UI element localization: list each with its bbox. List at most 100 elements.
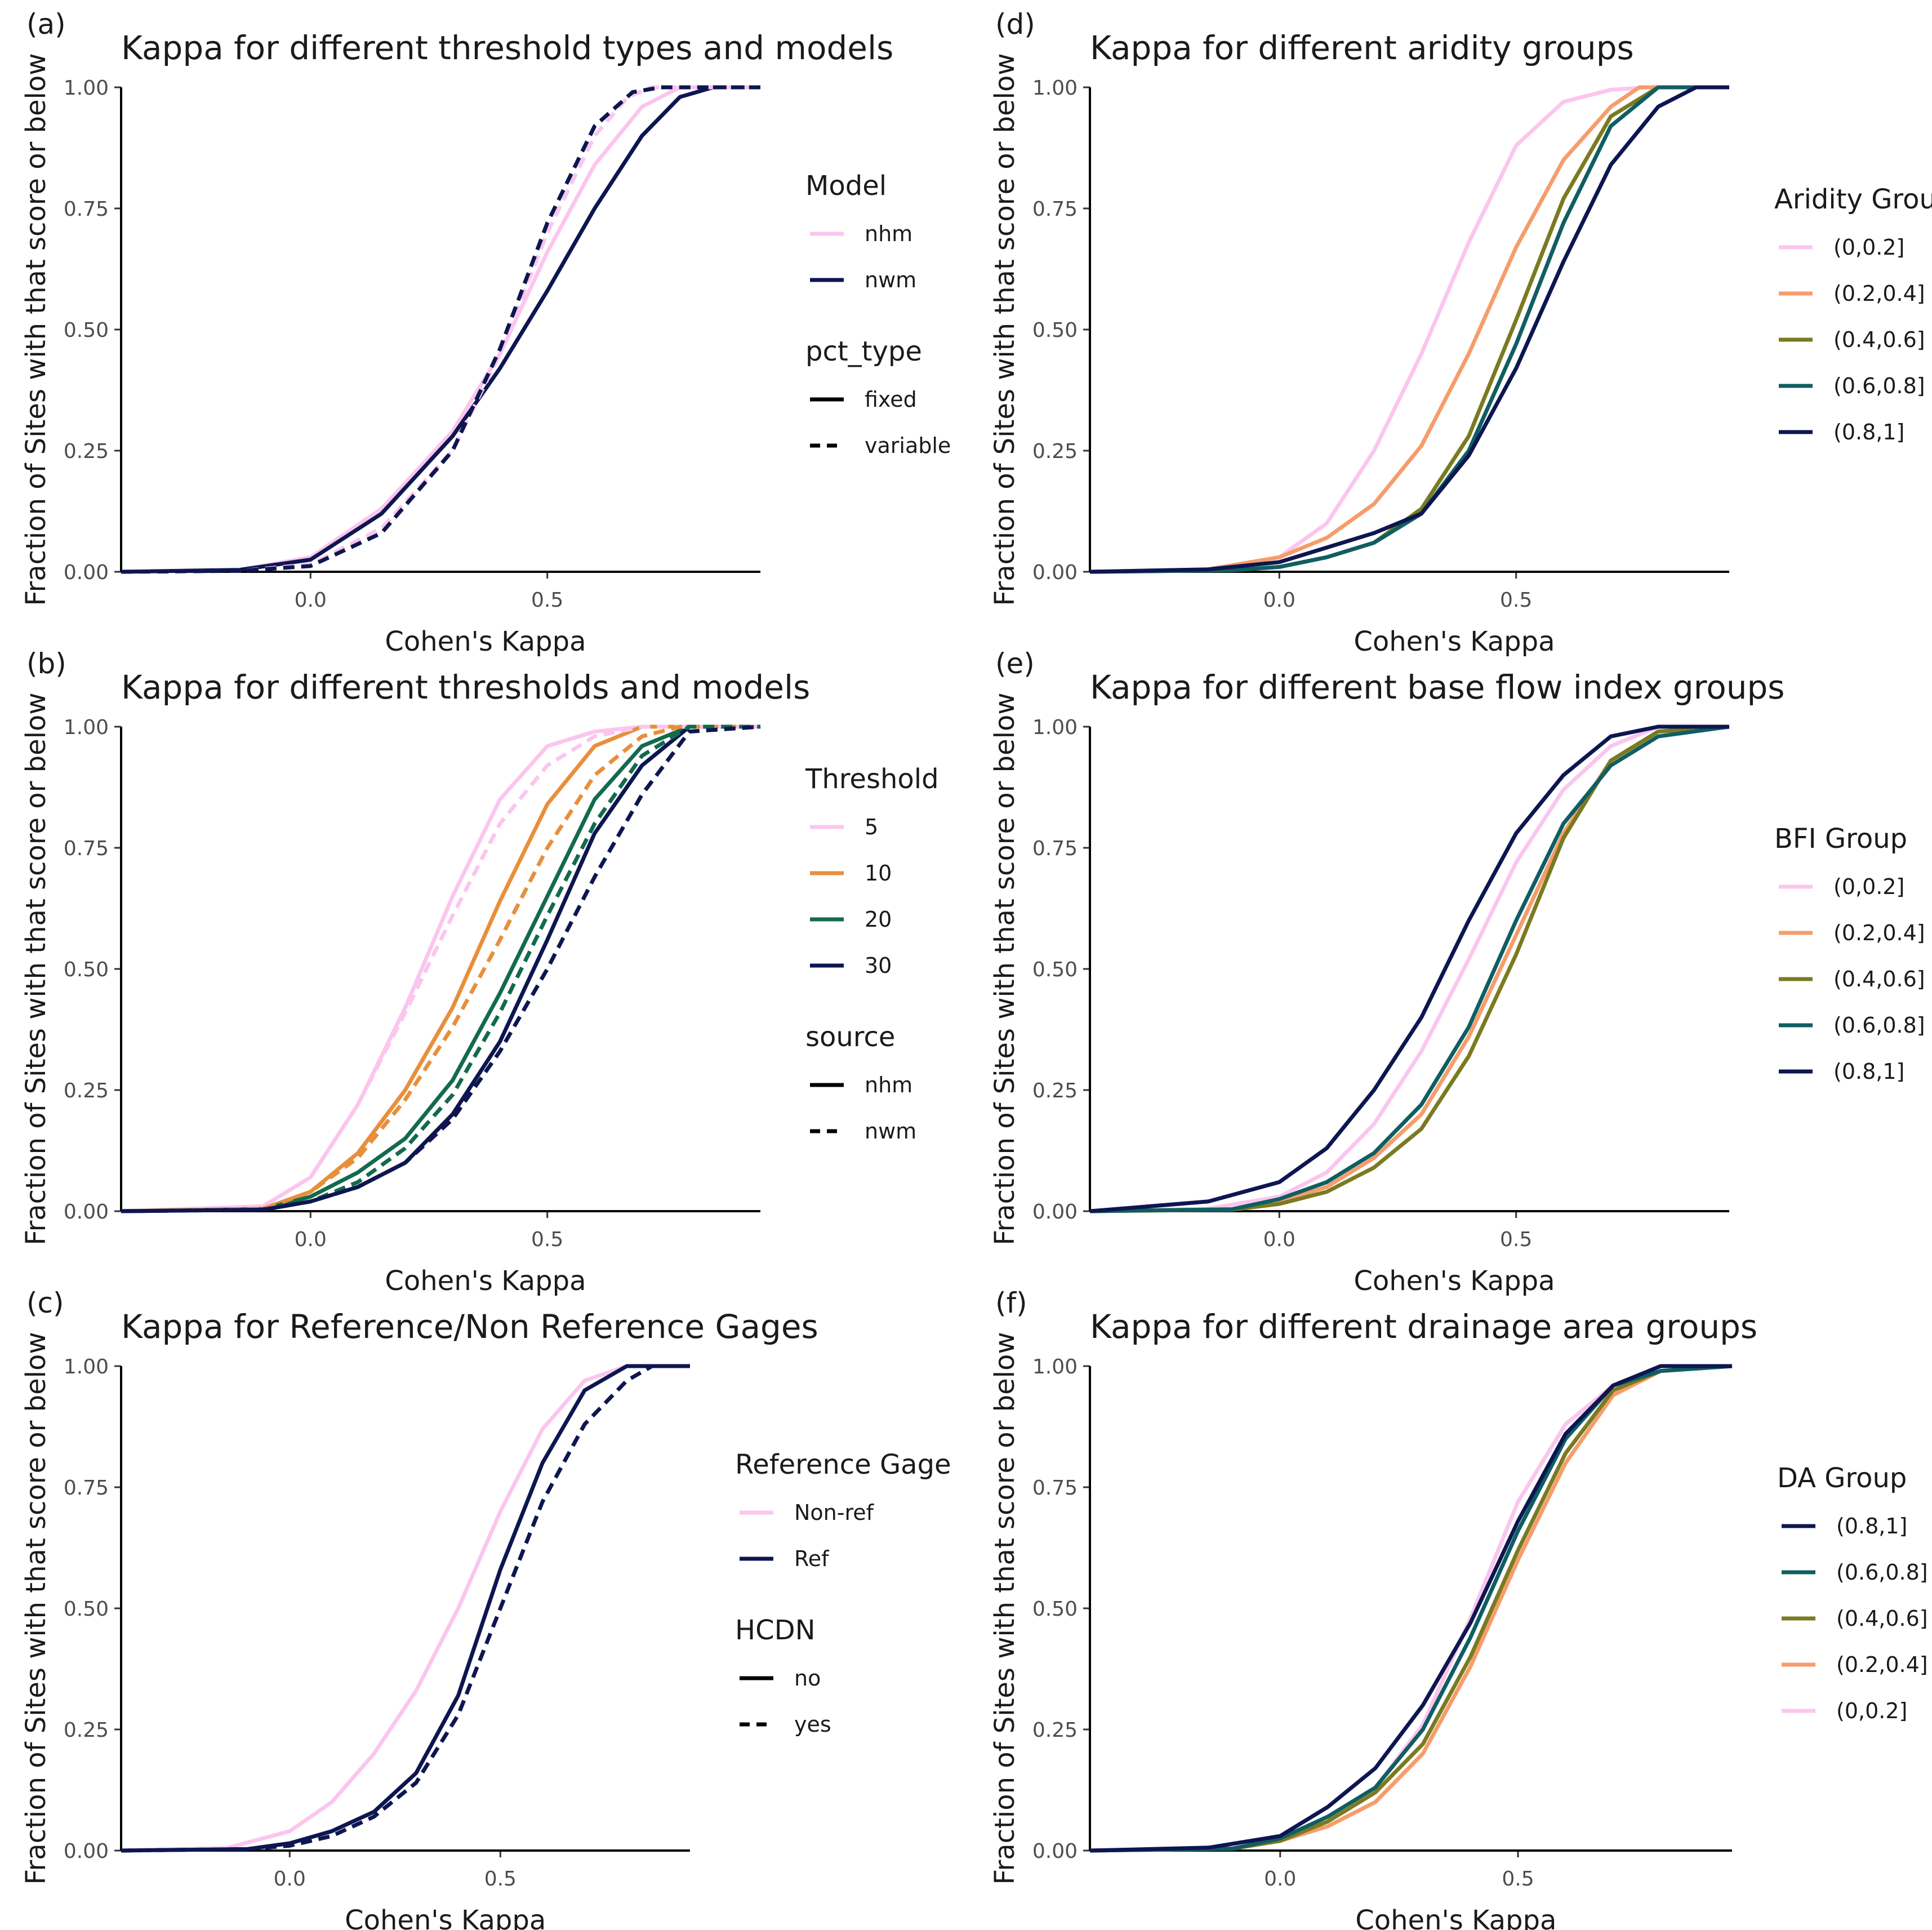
chart-title: Kappa for different drainage area groups [1090,1308,1757,1346]
series-line-0-4-0-6 [1089,724,1730,1213]
series-line-0-0-2 [1089,724,1729,1213]
legend-title: source [805,1021,895,1053]
series-line-0-6-0-8 [1089,724,1730,1213]
x-tick-label: 0.5 [531,1228,563,1251]
legend-label: variable [865,433,951,458]
y-tick-label: 0.00 [1032,1200,1078,1224]
legend-label: Non-ref [794,1500,875,1525]
legend-label: (0.8,1] [1833,1059,1904,1084]
y-axis-label: Fraction of Sites with that score or bel… [989,1332,1021,1884]
series-line-10-nwm [121,724,760,1213]
legend-label: (0.6,0.8] [1836,1560,1928,1585]
legend-label: (0.4,0.6] [1836,1606,1928,1631]
legend-source: source nhm nwm [805,1021,916,1144]
legend-label: fixed [865,387,917,412]
x-tick-label: 0.0 [295,589,327,612]
legend-label: (0,0.2] [1833,235,1904,260]
y-tick-label: 0.25 [64,1079,109,1102]
legend-title: BFI Group [1774,823,1907,855]
x-tick-label: 0.5 [1500,589,1532,612]
y-tick-label: 0.00 [64,1840,109,1863]
legend-label: (0,0.2] [1833,874,1904,899]
series-line-non-ref-no [121,1364,690,1853]
series-line-0-4-0-6 [1089,1364,1733,1853]
y-tick-label: 0.75 [1032,198,1078,221]
legend-model: Model nhm nwm [805,170,916,292]
legend-label: (0.6,0.8] [1833,1013,1925,1038]
y-tick-label: 0.50 [1032,958,1078,981]
legend-label: (0,0.2] [1836,1698,1907,1723]
series-line-10-nhm [121,724,760,1213]
y-tick-label: 0.25 [64,440,109,463]
y-tick-label: 0.00 [64,1200,109,1224]
y-axis-label: Fraction of Sites with that score or bel… [989,692,1021,1245]
legend-label: (0.2,0.4] [1833,920,1925,945]
series-line-ref-yes [121,1364,690,1853]
x-tick-label: 0.0 [1263,589,1296,612]
legend-label: (0.8,1] [1833,420,1904,444]
x-tick-label: 0.5 [484,1867,517,1891]
chart-panel-c: (c) Kappa for Reference/Non Reference Gag… [20,1287,951,1930]
y-tick-label: 0.75 [64,198,109,221]
panel-label: (e) [995,647,1035,680]
series-line-0-2-0-4 [1089,85,1729,574]
series-line-nhm-variable [121,85,760,574]
series-line-nwm-fixed [121,85,760,574]
y-tick-label: 1.00 [1032,1355,1078,1378]
legend-label: no [794,1666,821,1691]
legend-threshold: Threshold 5 10 20 30 [805,763,939,978]
x-tick-label: 0.0 [1264,1867,1296,1891]
y-axis-label: Fraction of Sites with that score or bel… [20,1332,52,1884]
series-line-0-6-0-8 [1089,1364,1733,1853]
x-axis-label: Cohen's Kappa [1355,1905,1556,1930]
y-tick-label: 0.50 [1032,319,1078,342]
y-axis-label: Fraction of Sites with that score or bel… [20,53,52,606]
y-tick-label: 0.00 [1032,1840,1078,1863]
legend-label: 5 [865,815,878,839]
series-line-30-nhm [121,724,760,1213]
panel-label: (f) [995,1287,1027,1319]
chart-title: Kappa for different base flow index grou… [1090,668,1785,706]
legend-label: 10 [865,861,892,886]
y-tick-label: 0.50 [64,958,109,981]
x-axis-label: Cohen's Kappa [1354,1265,1555,1297]
chart-panel-f: (f) Kappa for different drainage area gro… [989,1287,1928,1930]
legend-title: HCDN [735,1615,815,1646]
legend-label: (0.4,0.6] [1833,327,1925,352]
y-tick-label: 0.25 [1032,1079,1078,1102]
legend-title: Threshold [805,763,939,795]
y-tick-label: 1.00 [64,716,109,739]
legend-title: Aridity Group [1774,184,1932,215]
legend-label: (0.6,0.8] [1833,373,1925,398]
legend-aridity-group: Aridity Group (0,0.2] (0.2,0.4] (0.4,0.6] (0… [1774,184,1932,444]
y-tick-label: 0.75 [64,1477,109,1500]
y-tick-label: 0.75 [1032,837,1078,860]
series-line-0-0-2 [1089,1364,1732,1853]
x-axis-label: Cohen's Kappa [1354,626,1555,657]
y-tick-label: 1.00 [1032,716,1078,739]
y-tick-label: 0.50 [64,319,109,342]
x-axis-label: Cohen's Kappa [385,626,586,657]
legend-title: pct_type [805,336,922,367]
x-tick-label: 0.5 [1502,1867,1534,1891]
series-line-0-8-1 [1089,724,1729,1213]
x-tick-label: 0.5 [1500,1228,1532,1251]
legend-label: nwm [865,1119,916,1144]
y-axis-label: Fraction of Sites with that score or bel… [989,53,1021,606]
legend-da-group: DA Group (0.8,1] (0.6,0.8] (0.4,0.6] (0.2,0.… [1777,1462,1928,1723]
series-line-0-4-0-6 [1089,85,1729,574]
legend-label: nhm [865,221,912,246]
y-tick-label: 0.25 [1032,1719,1078,1742]
y-tick-label: 0.25 [64,1719,109,1742]
chart-panel-a: (a) Kappa for different threshold types a… [20,8,951,657]
y-tick-label: 0.50 [1032,1598,1078,1621]
legend-label: 20 [865,907,892,932]
y-tick-label: 0.75 [1032,1477,1078,1500]
chart-panel-e: (e) Kappa for different base flow index g… [989,647,1925,1297]
y-tick-label: 0.75 [64,837,109,860]
x-axis-label: Cohen's Kappa [345,1905,546,1930]
series-line-5-nwm [121,724,760,1213]
legend-reference-gage: Reference Gage Non-ref Ref [735,1449,951,1571]
series-line-nhm-fixed [121,85,760,574]
